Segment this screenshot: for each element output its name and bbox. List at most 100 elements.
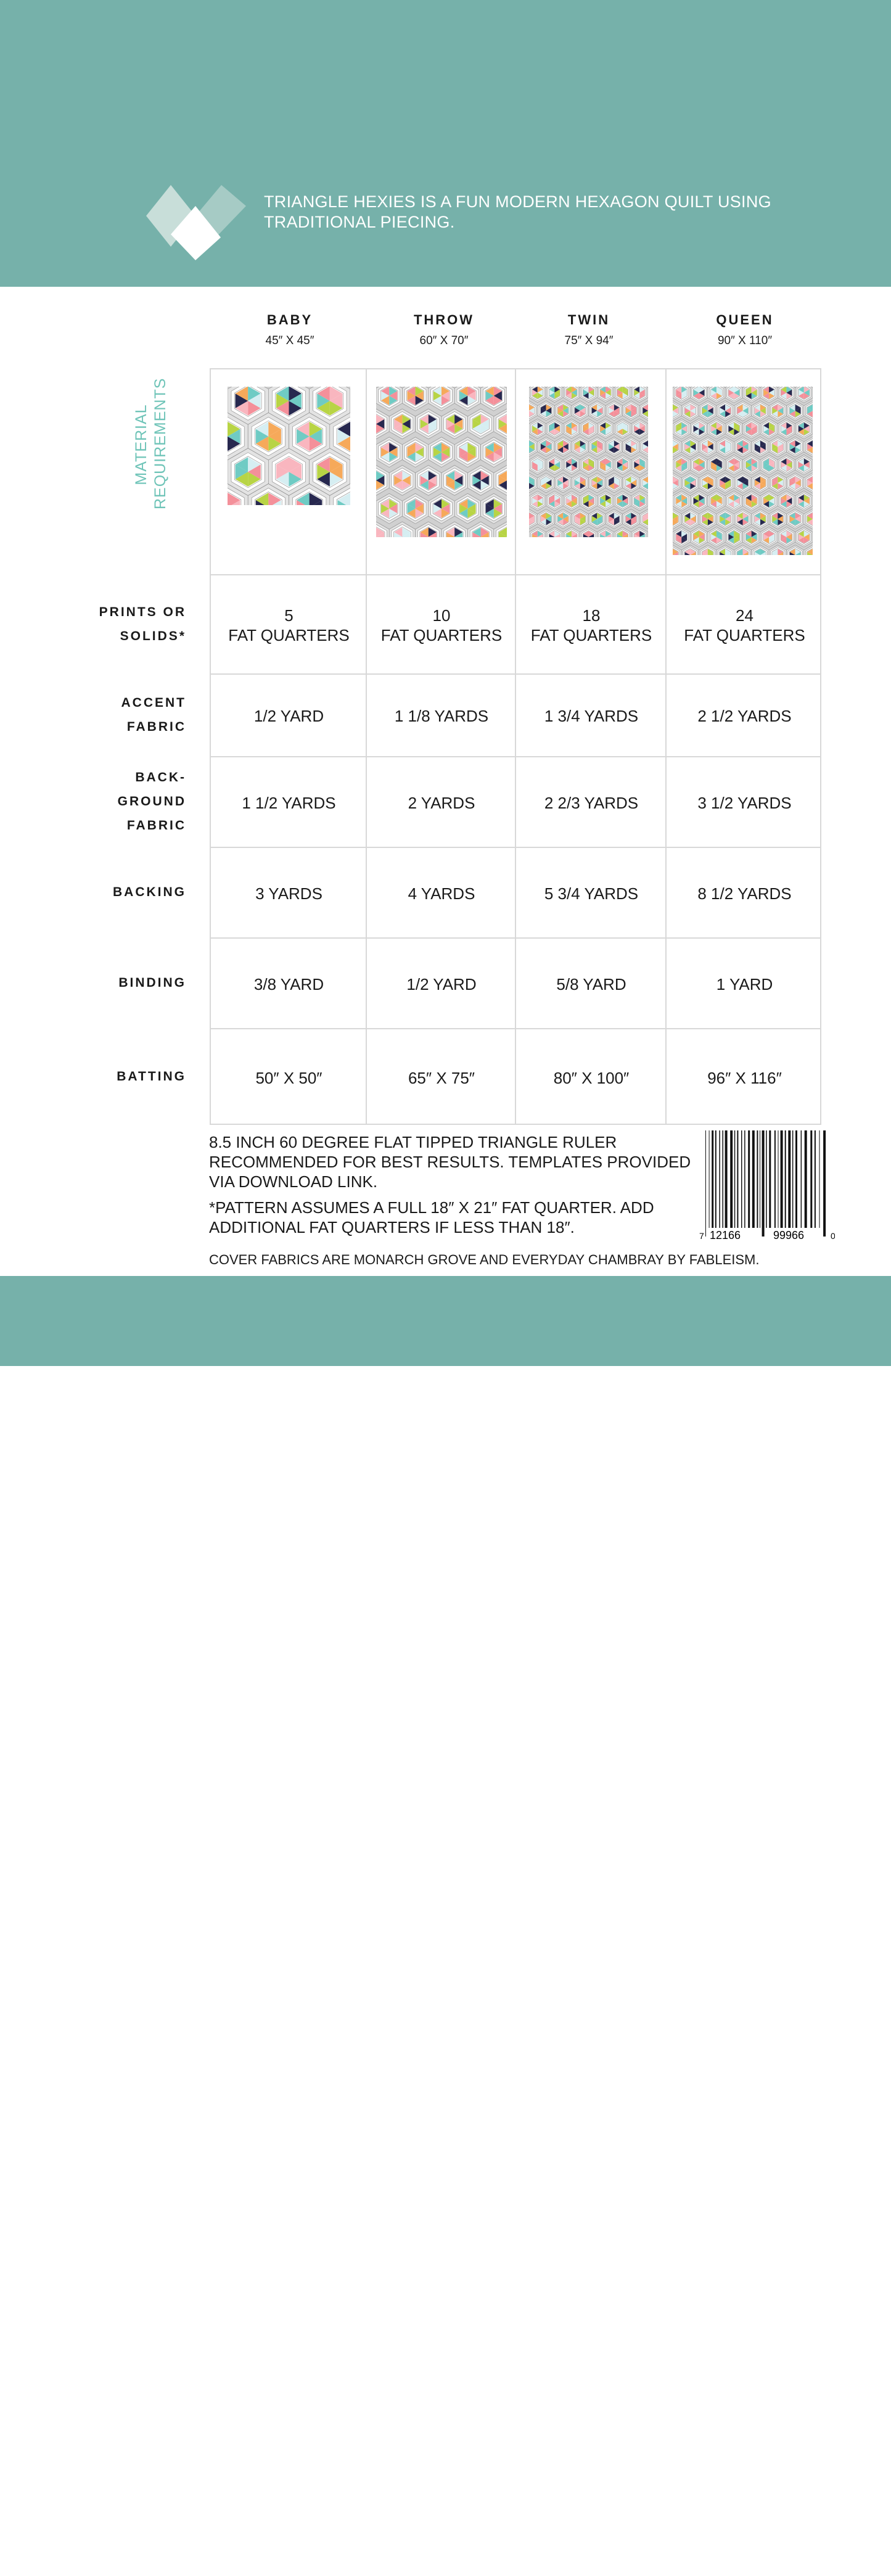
row-label: BATTING: [62, 1028, 186, 1125]
row-label-line: PRINTS OR: [99, 600, 186, 624]
material-requirements-title: MATERIAL REQUIREMENTS: [132, 380, 170, 509]
barcode-bar: [752, 1130, 755, 1228]
table-cell: 4 YARDS: [367, 848, 516, 939]
barcode-digit: 0: [831, 1231, 835, 1240]
barcode-bar: [737, 1130, 738, 1228]
barcode-bar: [741, 1130, 742, 1228]
row-label-line: BINDING: [118, 971, 186, 995]
row-label-line: SOLIDS*: [120, 624, 186, 648]
table-cell: 2 2/3 YARDS: [516, 757, 667, 848]
row-label-line: GROUND: [118, 789, 186, 813]
barcode-bar: [748, 1130, 750, 1228]
cell-text: 2 1/2 YARDS: [697, 706, 791, 726]
row-label-line: FABRIC: [127, 813, 186, 837]
barcode-bar: [712, 1130, 713, 1228]
cell-text: FAT QUARTERS: [684, 625, 805, 645]
row-label: BINDING: [62, 937, 186, 1028]
barcode-bar: [792, 1130, 794, 1228]
copyright: © 2018 EMILY DENNIS CREATIVE, LLC: [510, 2557, 811, 2576]
table-cell: 3 1/2 YARDS: [667, 757, 823, 848]
cell-text: 2 2/3 YARDS: [544, 793, 638, 813]
barcode-bar: [734, 1130, 736, 1228]
barcode-bar: [788, 1130, 790, 1228]
ruler-note: 8.5 INCH 60 DEGREE FLAT TIPPED TRIANGLE …: [209, 1132, 691, 1191]
note-line: *PATTERN ASSUMES A FULL 18″ X 21″ FAT QU…: [209, 1198, 654, 1217]
table-cell: 1 3/4 YARDS: [516, 675, 667, 757]
note-line: VIA DOWNLOAD LINK.: [209, 1172, 691, 1191]
column-name: TWIN: [515, 312, 663, 328]
cell-text: 4 YARDS: [408, 884, 475, 903]
cover-fabrics-note: COVER FABRICS ARE MONARCH GROVE AND EVER…: [209, 1250, 759, 1270]
table-cell: 1/2 YARD: [211, 675, 367, 757]
row-label: BACKING: [62, 847, 186, 937]
cell-text: 1/2 YARD: [254, 706, 324, 726]
barcode-bar: [785, 1130, 786, 1228]
row-label-line: FABRIC: [127, 715, 186, 739]
cell-text: 5: [228, 606, 350, 625]
column-name: BABY: [216, 312, 364, 328]
table-cell: 80″ X 100″: [516, 1029, 667, 1126]
row-label-line: BACK-: [135, 765, 186, 789]
cell-text: 18: [531, 606, 652, 625]
cell-text: 50″ X 50″: [255, 1068, 322, 1088]
row-label-line: BATTING: [117, 1064, 186, 1088]
cell-text: 5/8 YARD: [556, 974, 626, 994]
barcode-bar: [757, 1130, 758, 1228]
barcode-bar: [823, 1130, 826, 1237]
table-cell: 50″ X 50″: [211, 1029, 367, 1126]
barcode-bar: [815, 1130, 816, 1228]
footer-band: © 2018 EMILY DENNIS CREATIVE, LLC: [0, 1276, 891, 1366]
barcode-bar: [819, 1130, 820, 1228]
table-cell: 2 1/2 YARDS: [667, 675, 823, 757]
pattern-note: *PATTERN ASSUMES A FULL 18″ X 21″ FAT QU…: [209, 1198, 654, 1237]
cell-text: 3 1/2 YARDS: [697, 793, 791, 813]
row-label-line: ACCENT: [121, 691, 187, 715]
note-line: ADDITIONAL FAT QUARTERS IF LESS THAN 18″…: [209, 1217, 654, 1237]
barcode-digit: 7: [699, 1231, 704, 1240]
cell-text: 5 3/4 YARDS: [544, 884, 638, 903]
column-size: 45″ X 45″: [216, 334, 364, 348]
column-size: 60″ X 70″: [370, 334, 518, 348]
cell-text: 3/8 YARD: [254, 974, 324, 994]
barcode-bar: [801, 1130, 802, 1228]
barcode-bar: [769, 1130, 771, 1228]
note-line: 8.5 INCH 60 DEGREE FLAT TIPPED TRIANGLE …: [209, 1132, 691, 1152]
table-cell: 96″ X 116″: [667, 1029, 823, 1126]
cell-text: 1 1/8 YARDS: [395, 706, 488, 726]
table-cell: 5 3/4 YARDS: [516, 848, 667, 939]
barcode-bar: [774, 1130, 776, 1228]
barcode-bar: [781, 1130, 783, 1228]
column-name: THROW: [370, 312, 518, 328]
cell-text: 2 YARDS: [408, 793, 475, 813]
cell-text: 80″ X 100″: [554, 1068, 630, 1088]
cell-text: FAT QUARTERS: [228, 625, 350, 645]
barcode-bar: [719, 1130, 720, 1228]
barcode-bar: [709, 1130, 710, 1228]
table-cell: 3 YARDS: [211, 848, 367, 939]
cell-text: 96″ X 116″: [707, 1068, 782, 1088]
logo-heart-diamonds: [146, 185, 246, 260]
barcode-digits: 99966: [773, 1229, 804, 1240]
barcode-bar: [744, 1130, 745, 1228]
quilt-image-twin: [529, 387, 648, 537]
table-cell: 1 YARD: [667, 939, 823, 1029]
barcode-bar: [810, 1130, 812, 1228]
table-cell: 65″ X 75″: [367, 1029, 516, 1126]
barcode-bar: [795, 1130, 797, 1228]
tagline-line: TRIANGLE HEXIES IS A FUN MODERN HEXAGON …: [264, 192, 771, 212]
cell-text: FAT QUARTERS: [381, 625, 503, 645]
cell-text: 10: [381, 606, 503, 625]
cell-text: 65″ X 75″: [408, 1068, 475, 1088]
barcode-bar: [778, 1130, 779, 1228]
cell-text: 1 1/2 YARDS: [242, 793, 335, 813]
table-cell: 3/8 YARD: [211, 939, 367, 1029]
quilt-image-baby: [228, 387, 350, 505]
barcode-bar: [705, 1130, 706, 1237]
cell-text: 3 YARDS: [255, 884, 322, 903]
column-size: 90″ X 110″: [671, 334, 819, 348]
side-title-line: REQUIREMENTS: [151, 380, 170, 509]
